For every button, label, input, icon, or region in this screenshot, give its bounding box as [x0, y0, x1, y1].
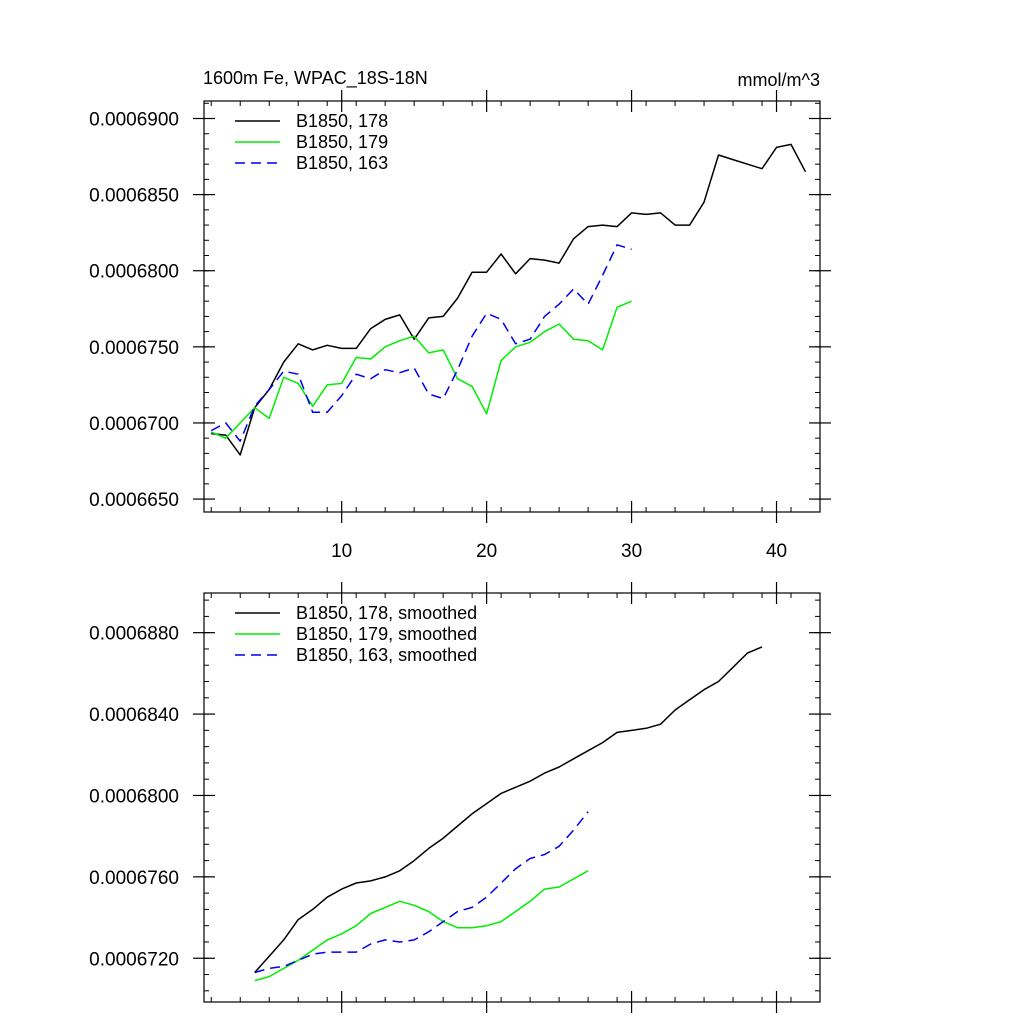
- series-line: [254, 811, 589, 974]
- legend-label: B1850, 178, smoothed: [296, 603, 477, 623]
- series-lines: [210, 143, 807, 456]
- legend-label: B1850, 163, smoothed: [296, 645, 477, 665]
- x-tick-label: 10: [331, 541, 352, 562]
- x-tick-label: 20: [476, 541, 497, 562]
- y-tick-label: 0.0006700: [89, 414, 179, 435]
- top-panel: 1600m Fe, WPAC_18S-18N mmol/m^3 10 20 30 40…: [89, 68, 831, 562]
- y-tick-label: 0.0006750: [89, 338, 179, 359]
- x-tick-label: 30: [621, 541, 642, 562]
- units-label: mmol/m^3: [738, 70, 820, 90]
- y-tick-label: 0.0006880: [89, 624, 179, 645]
- series-line: [254, 646, 763, 973]
- y-tick-label: 0.0006800: [89, 262, 179, 283]
- series-line: [211, 143, 807, 456]
- plot-frame: [203, 100, 821, 513]
- plot-frame: [203, 592, 821, 1003]
- legend-label: B1850, 178: [296, 111, 388, 131]
- axis-ticks: 0.0006720 0.0006760 0.0006800 0.0006840 0.00…: [89, 582, 831, 1013]
- legend-label: B1850, 179, smoothed: [296, 624, 477, 644]
- bottom-panel: 0.0006720 0.0006760 0.0006800 0.0006840 0.00…: [89, 582, 831, 1013]
- legend-label: B1850, 163: [296, 153, 388, 173]
- x-tick-label: 40: [766, 541, 787, 562]
- y-tick-label: 0.0006800: [89, 786, 179, 807]
- y-tick-label: 0.0006850: [89, 186, 179, 207]
- axis-ticks: 10 20 30 40 0.0006650 0.0006700 0.0006750 0.000…: [89, 90, 831, 562]
- y-tick-label: 0.0006650: [89, 490, 179, 511]
- series-lines: [254, 646, 763, 982]
- series-line: [254, 870, 589, 982]
- y-tick-label: 0.0006720: [89, 949, 179, 970]
- series-line: [210, 244, 632, 442]
- series-line: [210, 300, 632, 439]
- panel-title: 1600m Fe, WPAC_18S-18N: [203, 68, 428, 89]
- y-tick-label: 0.0006760: [89, 868, 179, 889]
- legend-label: B1850, 179: [296, 132, 388, 152]
- y-tick-label: 0.0006900: [89, 110, 179, 131]
- y-tick-label: 0.0006840: [89, 705, 179, 726]
